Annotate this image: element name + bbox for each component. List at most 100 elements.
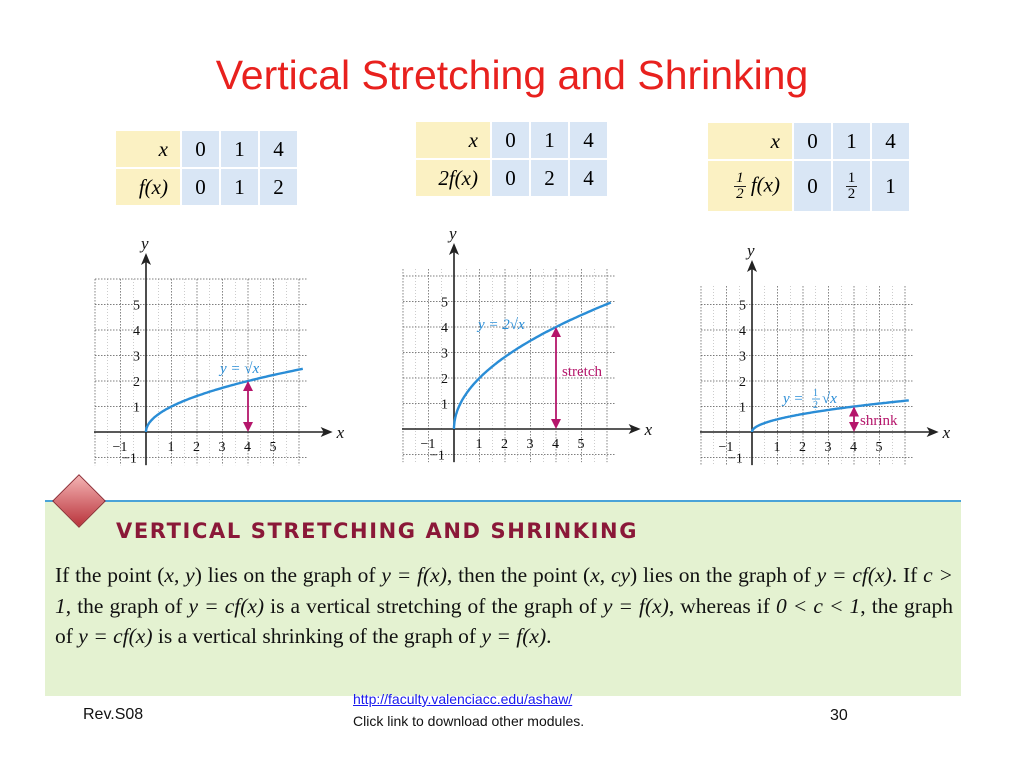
y-tick-label: 1	[133, 401, 140, 416]
x-tick-label: 3	[527, 437, 534, 452]
value-table-1: x 0 1 4 f(x) 0 1 2	[114, 129, 299, 207]
x-axis-label: x	[942, 423, 951, 442]
x-tick-label: 2	[799, 440, 806, 455]
y-axis-arrow-icon	[747, 260, 757, 272]
x-tick-label: 5	[876, 440, 883, 455]
link-note: Click link to download other modules.	[353, 713, 585, 729]
x-tick-label: 2	[193, 440, 200, 455]
arrow-head-icon	[849, 406, 859, 417]
arrow-head-icon	[551, 419, 561, 429]
table-cell: 1	[833, 123, 870, 159]
arrow-head-icon	[551, 327, 561, 337]
x-tick-label: −1	[421, 437, 436, 452]
x-tick-label: 3	[219, 440, 226, 455]
x-tick-label: 4	[552, 437, 559, 452]
equation-label: y = √x	[218, 361, 260, 377]
table-cell: 0	[794, 123, 831, 159]
y-tick-label: −1	[122, 452, 137, 467]
x-tick-label: 1	[774, 440, 781, 455]
equation-tail: √x	[822, 391, 837, 407]
table-cell: 1	[221, 169, 258, 205]
table-header-fx-label: f(x)	[750, 171, 780, 196]
fraction-denominator: 2	[813, 400, 818, 411]
x-tick-label: 2	[501, 437, 508, 452]
y-tick-label: 5	[441, 296, 448, 311]
annotation-label: shrink	[860, 413, 898, 429]
arrow-head-icon	[243, 381, 253, 391]
table-cell: 1	[221, 131, 258, 167]
y-tick-label: 4	[739, 324, 746, 339]
x-tick-label: 4	[244, 440, 251, 455]
y-tick-label: −1	[430, 449, 445, 464]
table-header-x: x	[416, 122, 490, 158]
y-tick-label: 3	[739, 350, 746, 365]
x-tick-label: 4	[850, 440, 857, 455]
graph-sqrt-x: x y −1 1 2 3 4 5 −1 1 2 3 4 5 y = √x	[94, 234, 345, 467]
table-header-x: x	[708, 123, 792, 159]
y-axis-arrow-icon	[141, 253, 151, 265]
table-header-2fx: 2f(x)	[416, 160, 490, 196]
x-axis-label: x	[336, 423, 345, 442]
x-axis-label: x	[644, 420, 653, 439]
y-tick-label: 3	[133, 350, 140, 365]
definition-box	[45, 500, 961, 696]
annotation-label: stretch	[562, 364, 602, 380]
x-tick-label: 3	[825, 440, 832, 455]
graph-2-sqrt-x: x y −1 1 2 3 4 5 −1 1 2 3 4 5 y = 2√x stretch	[402, 224, 653, 464]
x-axis-arrow-icon	[320, 427, 333, 437]
y-tick-label: 2	[441, 372, 448, 387]
table-cell: 2	[260, 169, 297, 205]
table-cell: 0	[182, 131, 219, 167]
table-cell: 0	[794, 161, 831, 211]
function-curve	[144, 367, 304, 432]
x-axis-arrow-icon	[926, 427, 939, 437]
y-tick-label: 5	[739, 299, 746, 314]
page-number: 30	[830, 707, 848, 724]
x-tick-label: 5	[270, 440, 277, 455]
table-cell: 1	[872, 161, 909, 211]
table-cell: 0	[492, 160, 529, 196]
definition-box-divider	[45, 500, 961, 502]
equation-label: y = 2√x	[476, 317, 525, 333]
x-tick-label: −1	[719, 440, 734, 455]
definition-text: If the point (x, y) lies on the graph of…	[55, 563, 953, 648]
table-cell: 0	[492, 122, 529, 158]
table-cell: 4	[872, 123, 909, 159]
arrow-head-icon	[243, 422, 253, 432]
function-curve	[750, 399, 909, 432]
x-axis-arrow-icon	[628, 424, 641, 434]
y-axis-label: y	[745, 241, 755, 260]
table-cell: 0	[182, 169, 219, 205]
table-cell: 4	[570, 160, 607, 196]
table-cell: 2	[531, 160, 568, 196]
table-header-fx: f(x)	[116, 169, 180, 205]
table-cell: 1	[531, 122, 568, 158]
table-header-x: x	[116, 131, 180, 167]
fraction-numerator: 1	[813, 388, 818, 399]
y-tick-label: −1	[728, 452, 743, 467]
y-tick-label: 5	[133, 299, 140, 314]
y-axis-arrow-icon	[449, 243, 459, 255]
y-axis-label: y	[139, 234, 149, 253]
equation-label: y =	[781, 391, 804, 407]
y-tick-label: 3	[441, 347, 448, 362]
y-tick-label: 1	[441, 398, 448, 413]
y-tick-label: 1	[739, 401, 746, 416]
arrow-head-icon	[849, 422, 859, 432]
table-cell: 4	[260, 131, 297, 167]
y-tick-label: 4	[441, 321, 448, 336]
x-tick-label: 1	[168, 440, 175, 455]
value-table-2: x 0 1 4 2f(x) 0 2 4	[414, 120, 609, 198]
function-curve	[452, 301, 612, 429]
modules-link[interactable]: http://faculty.valenciacc.edu/ashaw/	[353, 691, 573, 707]
x-tick-label: 5	[578, 437, 585, 452]
table-cell: 4	[570, 122, 607, 158]
y-axis-label: y	[447, 224, 457, 243]
definition-heading: VERTICAL STRETCHING AND SHRINKING	[116, 519, 639, 543]
